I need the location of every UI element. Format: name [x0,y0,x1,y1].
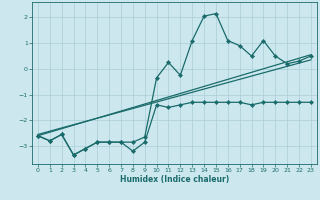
X-axis label: Humidex (Indice chaleur): Humidex (Indice chaleur) [120,175,229,184]
